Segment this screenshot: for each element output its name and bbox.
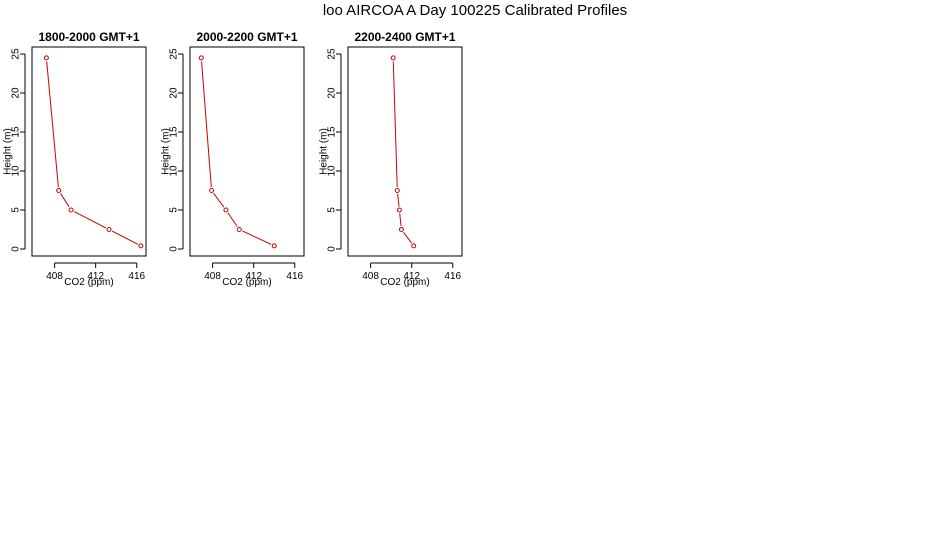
- panel-1: 1800-2000 GMT+1 408 412 416 CO2 (ppm) 0 5 10 15 2…: [3, 30, 147, 288]
- data-point: [138, 243, 144, 249]
- series-line-segment: [403, 231, 413, 244]
- x-tick-label: 412: [87, 271, 104, 282]
- x-tick-label: 416: [444, 271, 461, 282]
- page-title: loo AIRCOA A Day 100225 Calibrated Profi…: [322, 2, 628, 19]
- y-tick-label: 25: [327, 48, 338, 60]
- data-point: [223, 207, 229, 213]
- series-line-segment: [399, 213, 402, 227]
- y-tick-label: 20: [11, 87, 22, 99]
- data-point: [198, 55, 204, 61]
- series-line-segment: [392, 61, 398, 188]
- x-axis-label: CO2 (ppm): [222, 277, 271, 288]
- y-tick-label: 15: [11, 126, 22, 138]
- series-line-segment: [60, 193, 70, 208]
- panel-2: 2000-2200 GMT+1 408 412 416 CO2 (ppm) 0 5 10 15 2…: [161, 30, 305, 288]
- data-point: [390, 55, 396, 61]
- panel-3: 2200-2400 GMT+1 408 412 416 CO2 (ppm) 0 5 10 15 2…: [319, 30, 463, 288]
- y-axis-label: Height (m): [161, 128, 172, 175]
- x-axis-label: CO2 (ppm): [64, 277, 113, 288]
- y-tick-label: 0: [11, 246, 22, 252]
- x-tick-label: 416: [286, 271, 303, 282]
- data-point: [398, 226, 404, 232]
- series-line-segment: [201, 61, 212, 188]
- y-tick-label: 5: [169, 207, 180, 213]
- y-tick-label: 10: [327, 165, 338, 177]
- y-axis-label: Height (m): [319, 128, 330, 175]
- x-tick-label: 408: [204, 271, 221, 282]
- data-point: [106, 226, 112, 232]
- y-tick-label: 0: [169, 246, 180, 252]
- panel-title: 2000-2200 GMT+1: [196, 30, 297, 44]
- x-axis-label: CO2 (ppm): [380, 277, 429, 288]
- series-line-segment: [242, 230, 272, 245]
- plot-frame: [31, 46, 147, 257]
- data-point: [236, 226, 242, 232]
- panel-title: 2200-2400 GMT+1: [354, 30, 455, 44]
- data-point: [271, 243, 277, 249]
- series-line-segment: [46, 61, 59, 188]
- x-tick-label: 408: [362, 271, 379, 282]
- y-tick-label: 25: [11, 48, 22, 60]
- data-point: [209, 187, 215, 193]
- panel-title: 1800-2000 GMT+1: [38, 30, 139, 44]
- data-point: [68, 207, 74, 213]
- x-tick-label: 416: [128, 271, 145, 282]
- data-point: [411, 243, 417, 249]
- y-tick-label: 10: [169, 165, 180, 177]
- y-tick-label: 20: [169, 87, 180, 99]
- series-line-segment: [73, 211, 107, 229]
- data-point: [394, 187, 400, 193]
- y-tick-label: 20: [327, 87, 338, 99]
- series-line-segment: [397, 193, 400, 207]
- series-line-segment: [227, 212, 238, 227]
- y-tick-label: 25: [169, 48, 180, 60]
- y-tick-label: 5: [327, 207, 338, 213]
- series-line-segment: [213, 193, 225, 208]
- data-point: [396, 207, 402, 213]
- y-tick-label: 0: [327, 246, 338, 252]
- plot-frame: [189, 46, 305, 257]
- x-tick-label: 408: [46, 271, 63, 282]
- plot-frame: [347, 46, 463, 257]
- y-tick-label: 15: [327, 126, 338, 138]
- y-tick-label: 5: [11, 207, 22, 213]
- series-line-segment: [111, 230, 138, 245]
- y-tick-label: 10: [11, 165, 22, 177]
- data-point: [43, 55, 49, 61]
- data-point: [56, 187, 62, 193]
- x-tick-label: 412: [245, 271, 262, 282]
- y-tick-label: 15: [169, 126, 180, 138]
- x-tick-label: 412: [403, 271, 420, 282]
- y-axis-label: Height (m): [3, 128, 14, 175]
